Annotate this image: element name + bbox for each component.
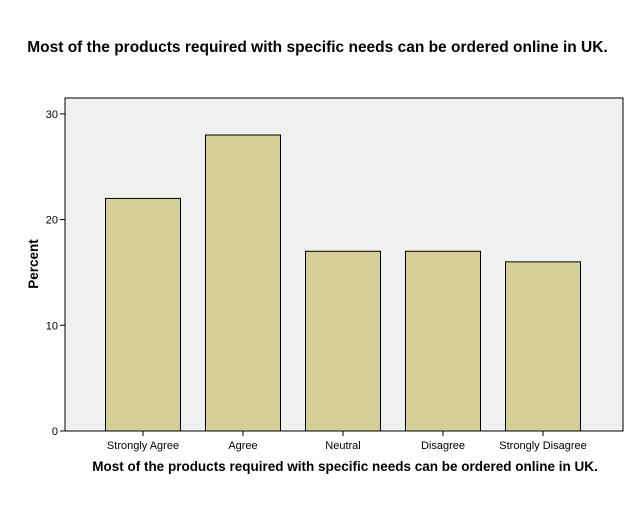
y-tick-label: 20 (46, 215, 58, 227)
x-axis-title: Most of the products required with speci… (92, 459, 598, 474)
x-tick-label: Strongly Disagree (499, 440, 586, 452)
y-axis-title: Percent (26, 239, 41, 289)
x-tick-label: Strongly Agree (107, 440, 179, 452)
chart-title: Most of the products required with speci… (27, 39, 608, 56)
y-tick-label: 10 (46, 320, 58, 332)
x-tick-label: Agree (228, 440, 257, 452)
x-axis: Strongly Agree Agree Neutral Disagree Strong… (107, 431, 587, 452)
y-axis: 0 10 20 30 (46, 109, 65, 438)
bar-disagree (405, 250, 481, 432)
y-tick-label: 0 (52, 426, 58, 438)
x-tick-label: Disagree (421, 440, 465, 452)
bar-neutral (305, 250, 381, 432)
bar-strongly-agree (105, 197, 181, 432)
y-tick-label: 30 (46, 109, 58, 121)
bar-strongly-disagree (505, 261, 581, 432)
bar-agree (205, 134, 281, 432)
x-tick-label: Neutral (325, 440, 360, 452)
